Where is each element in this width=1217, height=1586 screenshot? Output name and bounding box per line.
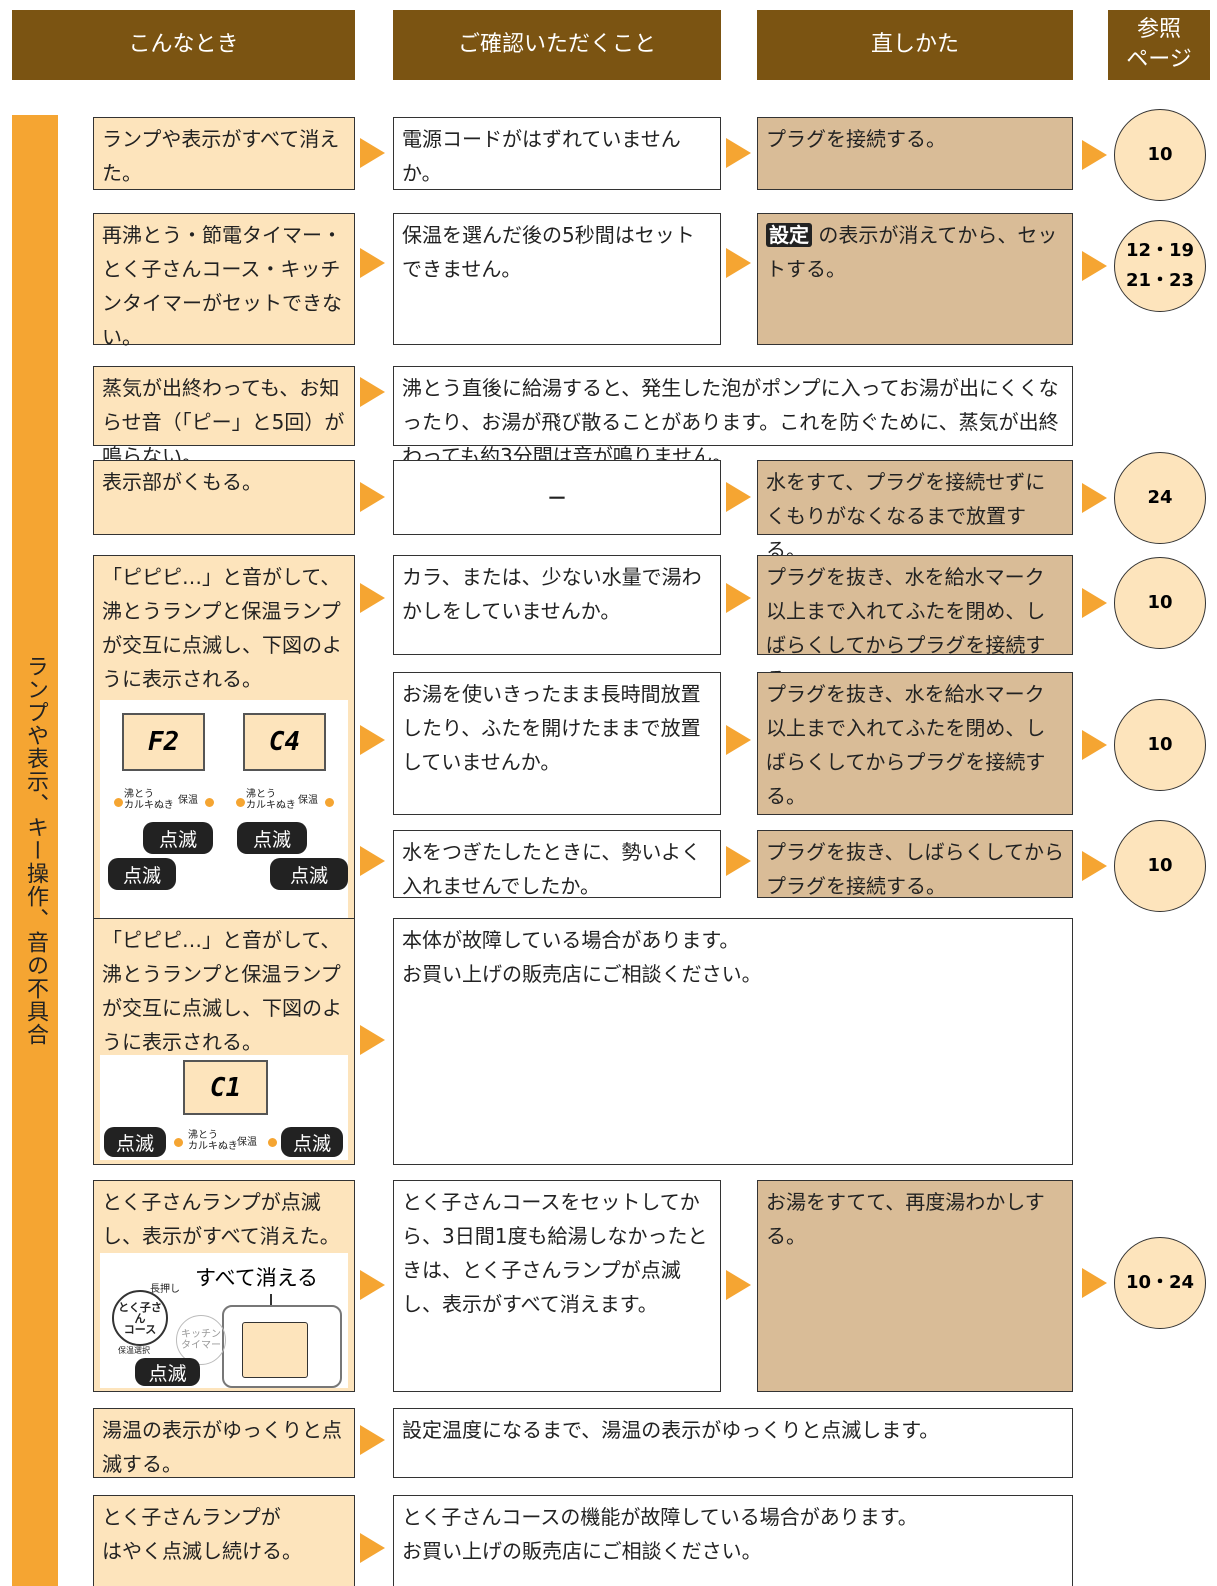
badge: 点滅 [281, 1127, 343, 1157]
page-ref: 10 [1114, 557, 1206, 649]
arrow [1082, 588, 1107, 618]
long-press: 長押し [150, 1284, 180, 1295]
arrow [360, 1270, 385, 1300]
lamp [325, 798, 334, 807]
page-ref: 24 [1114, 452, 1206, 544]
display: F2 [122, 713, 205, 771]
badge: 点滅 [270, 858, 348, 890]
arrow [726, 583, 751, 613]
arrow [360, 248, 385, 278]
arrow [360, 1425, 385, 1455]
caption: すべて消える [195, 1266, 319, 1290]
arrow [1082, 251, 1107, 281]
page-ref: 10 [1114, 820, 1206, 912]
arrow [360, 846, 385, 876]
arrow [1082, 483, 1107, 513]
condition: とく子さんランプが はやく点滅し続ける。 [93, 1495, 355, 1586]
arrow [726, 846, 751, 876]
condition: ランプや表示がすべて消えた。 [93, 117, 355, 190]
arrow [360, 138, 385, 168]
page-ref: 10 [1114, 109, 1206, 201]
badge: 点滅 [237, 822, 307, 854]
arrow [1082, 1268, 1107, 1298]
lamp-label: 保温 [237, 1137, 257, 1148]
header-cell: 参照 ページ [1108, 10, 1210, 80]
lamp [205, 798, 214, 807]
arrow [726, 725, 751, 755]
lamp [236, 798, 245, 807]
arrow [726, 138, 751, 168]
fix: プラグを抜き、水を給水マーク以上まで入れてふたを閉め、しばらくしてからプラグを接… [757, 555, 1073, 691]
timer-button: キッチン タイマー [176, 1315, 226, 1365]
condition: 再沸とう・節電タイマー・とく子さんコース・キッチンタイマーがセットできない。 [93, 213, 355, 349]
check: － [393, 460, 721, 535]
keep-select: 保温選択 [118, 1346, 150, 1355]
badge: 点滅 [104, 1127, 166, 1157]
check: 保温を選んだ後の5秒間はセットできません。 [393, 213, 721, 345]
page-ref: 10・24 [1114, 1237, 1206, 1329]
note: とく子さんコースの機能が故障している場合があります。 お買い上げの販売店にご相談… [393, 1495, 1073, 1586]
lamp-label: 保温 [178, 795, 198, 806]
display: C1 [183, 1060, 268, 1115]
note: 本体が故障している場合があります。 お買い上げの販売店にご相談ください。 [393, 918, 1073, 1165]
arrow [360, 583, 385, 613]
fix: プラグを抜き、水を給水マーク以上まで入れてふたを閉め、しばらくしてからプラグを接… [757, 672, 1073, 815]
arrow [360, 482, 385, 512]
arrow [726, 248, 751, 278]
fix: 設定 の表示が消えてから、セットする。 [757, 213, 1073, 345]
badge: 点滅 [108, 858, 176, 890]
header-cell: こんなとき [12, 10, 355, 80]
side-label: ランプや表示、キー操作、音の不具合 [12, 115, 58, 1586]
badge: 点滅 [135, 1358, 200, 1386]
page-ref: 10 [1114, 699, 1206, 791]
arrow [726, 1270, 751, 1300]
arrow [1082, 140, 1107, 170]
note: 沸とう直後に給湯すると、発生した泡がポンプに入ってお湯が出にくくなったり、お湯が… [393, 366, 1073, 468]
lamp-label: 保温 [298, 795, 318, 806]
display-off [242, 1322, 308, 1378]
arrow [360, 377, 385, 407]
fix: お湯をすてて、再度湯わかしする。 [757, 1180, 1073, 1392]
lamp [174, 1138, 183, 1147]
check: 水をつぎたしたときに、勢いよく入れませんでしたか。 [393, 830, 721, 898]
header-cell: ご確認いただくこと [393, 10, 721, 80]
lamp-label: 沸とう カルキぬき [124, 789, 174, 811]
arrow [360, 725, 385, 755]
arrow [360, 1025, 385, 1055]
lamp [268, 1138, 277, 1147]
arrow [1082, 851, 1107, 881]
arrow [726, 482, 751, 512]
note: 設定温度になるまで、湯温の表示がゆっくりと点滅します。 [393, 1408, 1073, 1478]
check: とく子さんコースをセットしてから、3日間1度も給湯しなかったときは、とく子さんラ… [393, 1180, 721, 1392]
display: C4 [243, 713, 326, 771]
badge: 点滅 [143, 822, 213, 854]
arrow [1082, 730, 1107, 760]
fix: 水をすて、プラグを接続せずにくもりがなくなるまで放置する。 [757, 460, 1073, 562]
lamp-label: 沸とう カルキぬき [246, 789, 296, 811]
arrow [360, 1533, 385, 1563]
page-ref: 12・19 21・23 [1114, 220, 1206, 312]
condition: 湯温の表示がゆっくりと点滅する。 [93, 1408, 355, 1478]
fix-text: の表示が消えてから、セットする。 [766, 223, 1058, 281]
condition: 表示部がくもる。 [93, 460, 355, 535]
badge: 設定 [766, 223, 812, 247]
course-button: とく子さん コース [112, 1290, 168, 1346]
fix: プラグを抜き、しばらくしてからプラグを接続する。 [757, 830, 1073, 898]
check: 電源コードがはずれていませんか。 [393, 117, 721, 190]
header-cell: 直しかた [757, 10, 1073, 80]
fix: プラグを接続する。 [757, 117, 1073, 190]
condition: 蒸気が出終わっても、お知らせ音（「ピー」と5回）が鳴らない。 [93, 366, 355, 468]
check: カラ、または、少ない水量で湯わかしをしていませんか。 [393, 555, 721, 655]
lamp [114, 798, 123, 807]
lamp-label: 沸とう カルキぬき [188, 1130, 238, 1152]
check: お湯を使いきったまま長時間放置したり、ふたを開けたままで放置していませんか。 [393, 672, 721, 815]
